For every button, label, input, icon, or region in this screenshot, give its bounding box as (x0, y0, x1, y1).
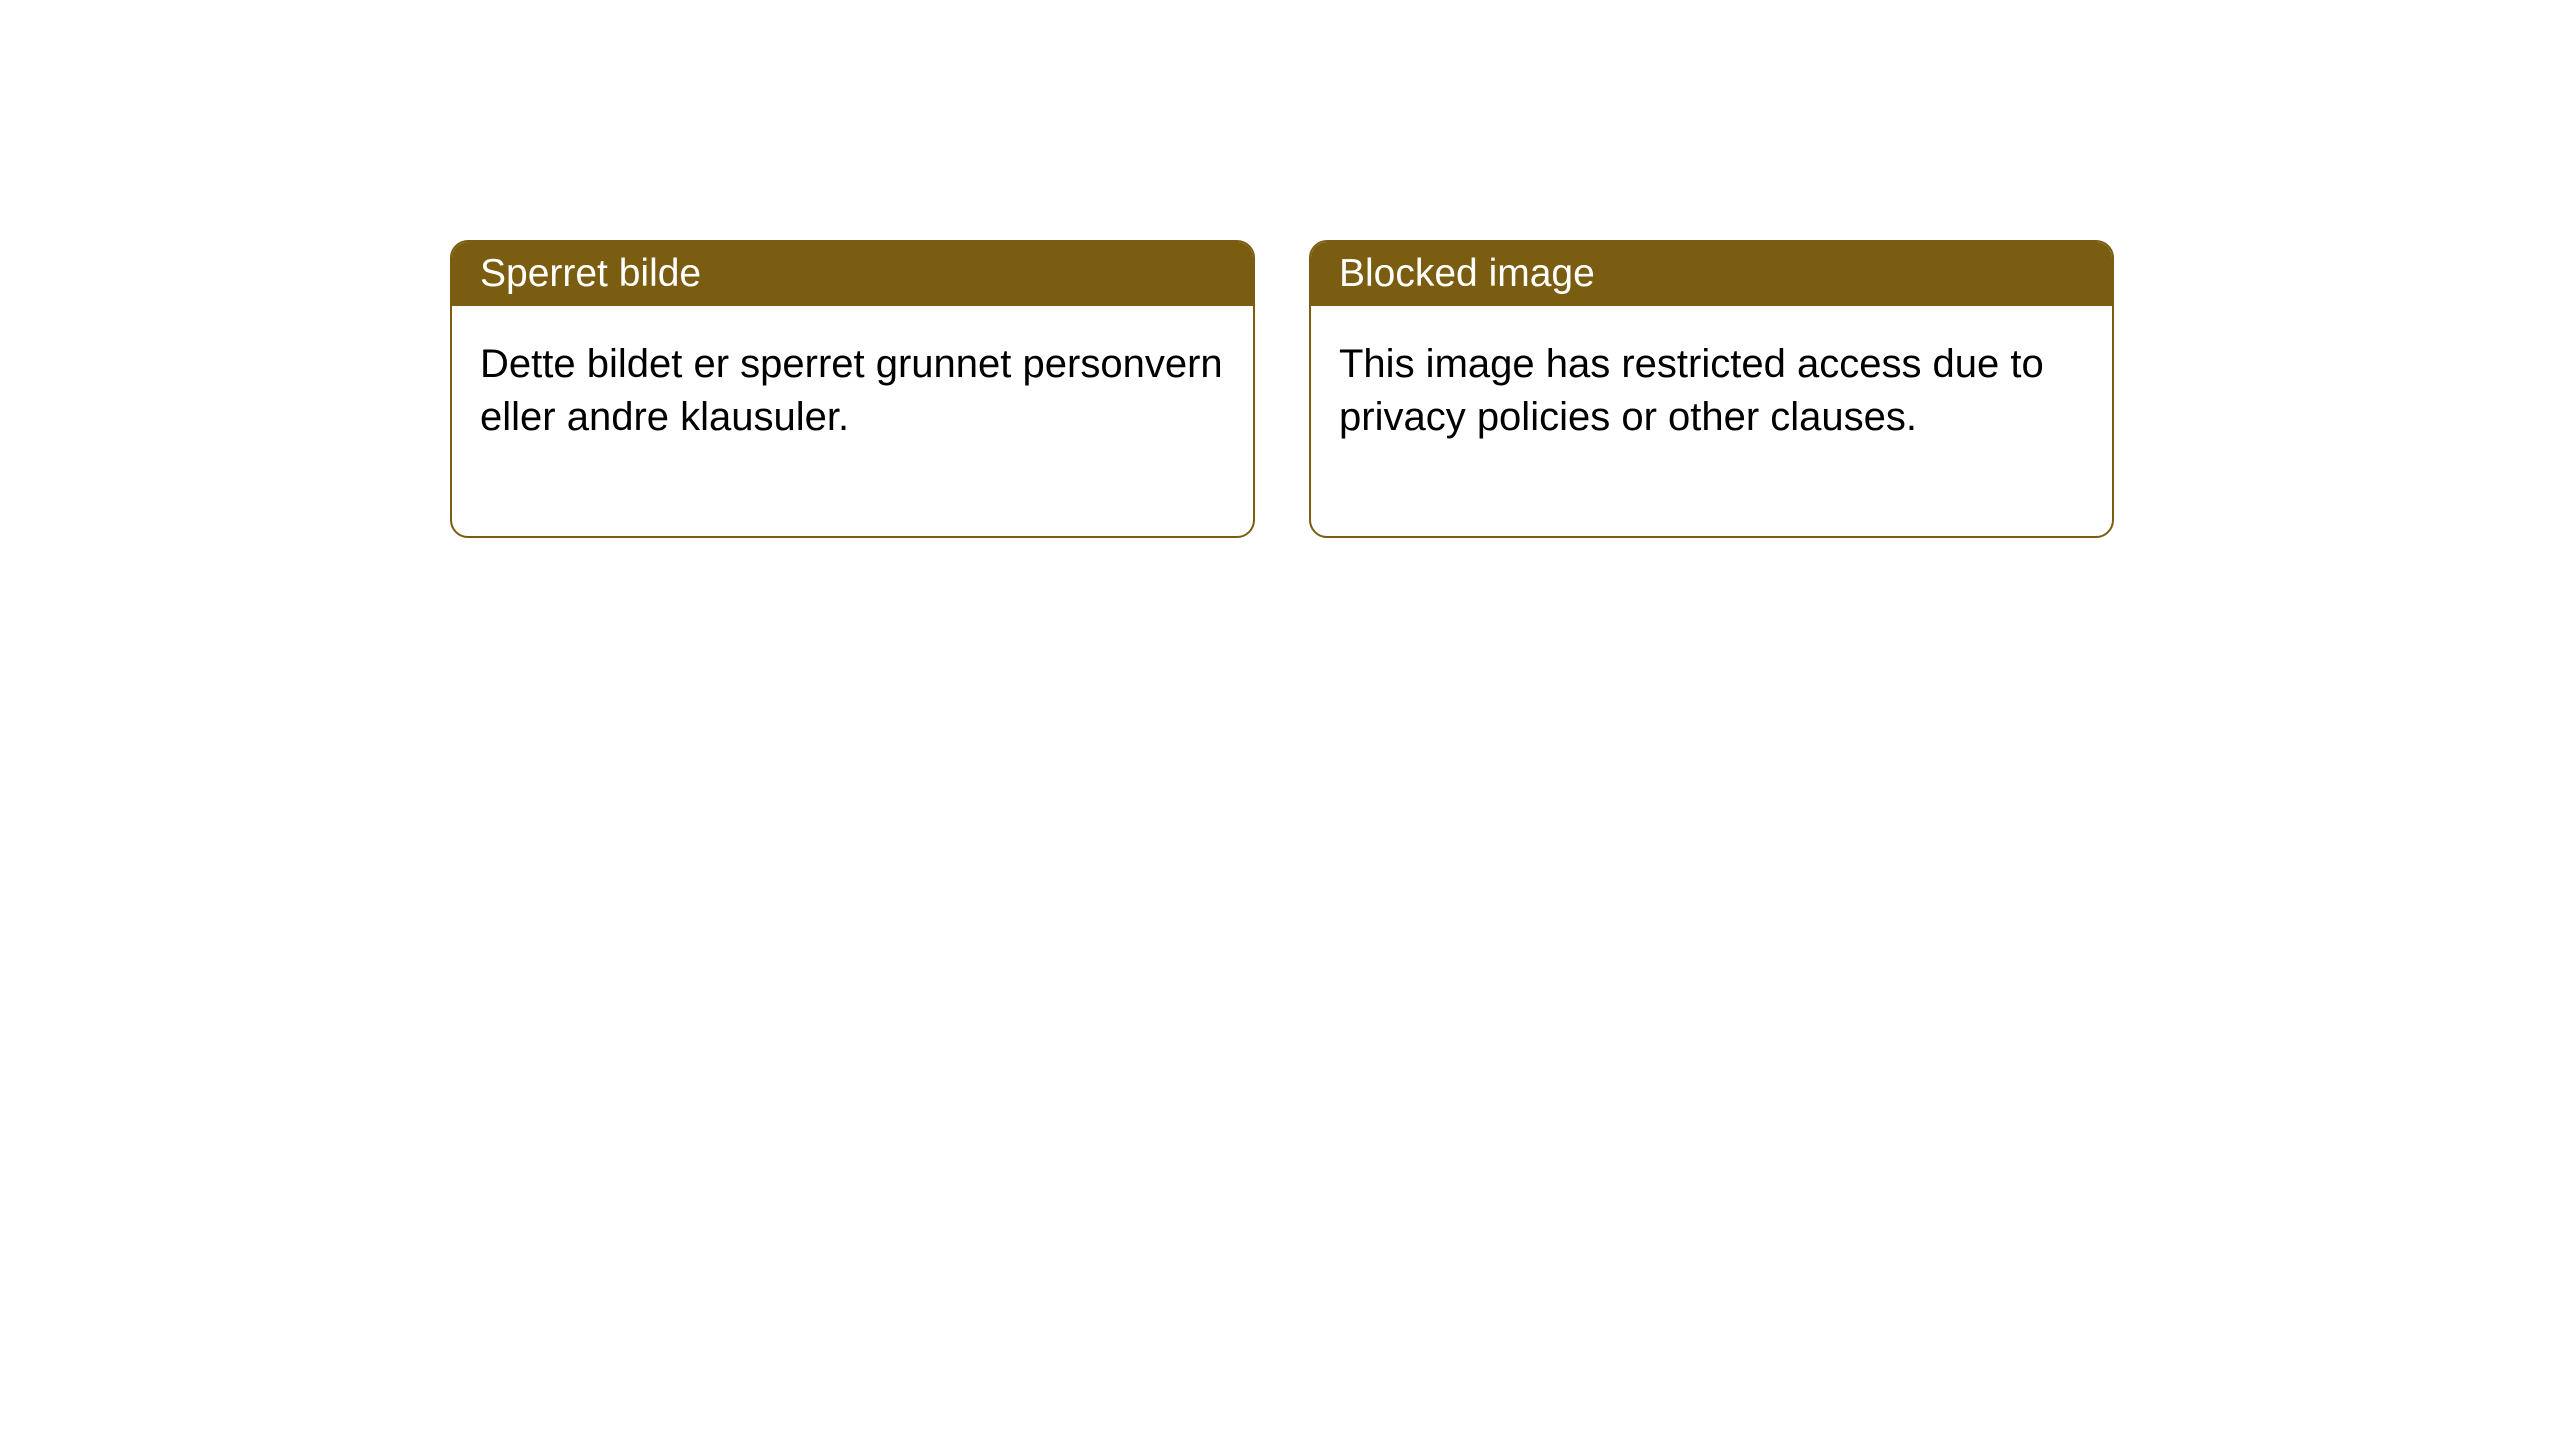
notice-header: Blocked image (1311, 242, 2112, 306)
notice-card-english: Blocked image This image has restricted … (1309, 240, 2114, 538)
notice-body: Dette bildet er sperret grunnet personve… (452, 306, 1253, 536)
notice-container: Sperret bilde Dette bildet er sperret gr… (450, 240, 2114, 538)
notice-body: This image has restricted access due to … (1311, 306, 2112, 536)
notice-card-norwegian: Sperret bilde Dette bildet er sperret gr… (450, 240, 1255, 538)
notice-header: Sperret bilde (452, 242, 1253, 306)
